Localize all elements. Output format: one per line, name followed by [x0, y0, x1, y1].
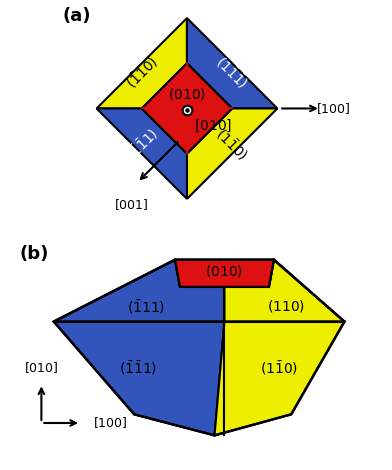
Polygon shape: [54, 321, 225, 435]
Text: $(1\bar{1}\bar{1})$: $(1\bar{1}\bar{1})$: [212, 53, 252, 92]
Polygon shape: [175, 260, 274, 287]
Text: $[010]$: $[010]$: [24, 360, 59, 375]
Polygon shape: [187, 109, 278, 199]
Text: $(1\bar{1}0)$: $(1\bar{1}0)$: [212, 125, 252, 164]
Polygon shape: [54, 260, 225, 321]
Text: $[010]$: $[010]$: [194, 118, 232, 134]
Text: $[001]$: $[001]$: [114, 197, 148, 212]
Polygon shape: [225, 260, 345, 321]
Text: $[100]$: $[100]$: [316, 101, 351, 116]
Text: $(010)$: $(010)$: [168, 86, 206, 102]
Text: $(\bar{1}\bar{1}1)$: $(\bar{1}\bar{1}1)$: [119, 360, 157, 377]
Text: (b): (b): [19, 245, 49, 263]
Text: $(110)$: $(110)$: [267, 298, 305, 313]
Polygon shape: [96, 18, 187, 109]
Polygon shape: [187, 18, 278, 109]
Text: $(1\bar{1}0)$: $(1\bar{1}0)$: [260, 360, 298, 377]
Text: $(\bar{1}11)$: $(\bar{1}11)$: [127, 298, 165, 316]
Text: (a): (a): [62, 7, 91, 25]
Polygon shape: [142, 63, 232, 154]
Text: $(\bar{1}\bar{1}1)$: $(\bar{1}\bar{1}1)$: [122, 125, 162, 164]
Polygon shape: [96, 109, 187, 199]
Text: $[100]$: $[100]$: [93, 415, 128, 431]
Text: $(\bar{1}10)$: $(\bar{1}10)$: [122, 53, 162, 92]
Polygon shape: [214, 321, 345, 435]
Text: $(010)$: $(010)$: [205, 263, 243, 279]
